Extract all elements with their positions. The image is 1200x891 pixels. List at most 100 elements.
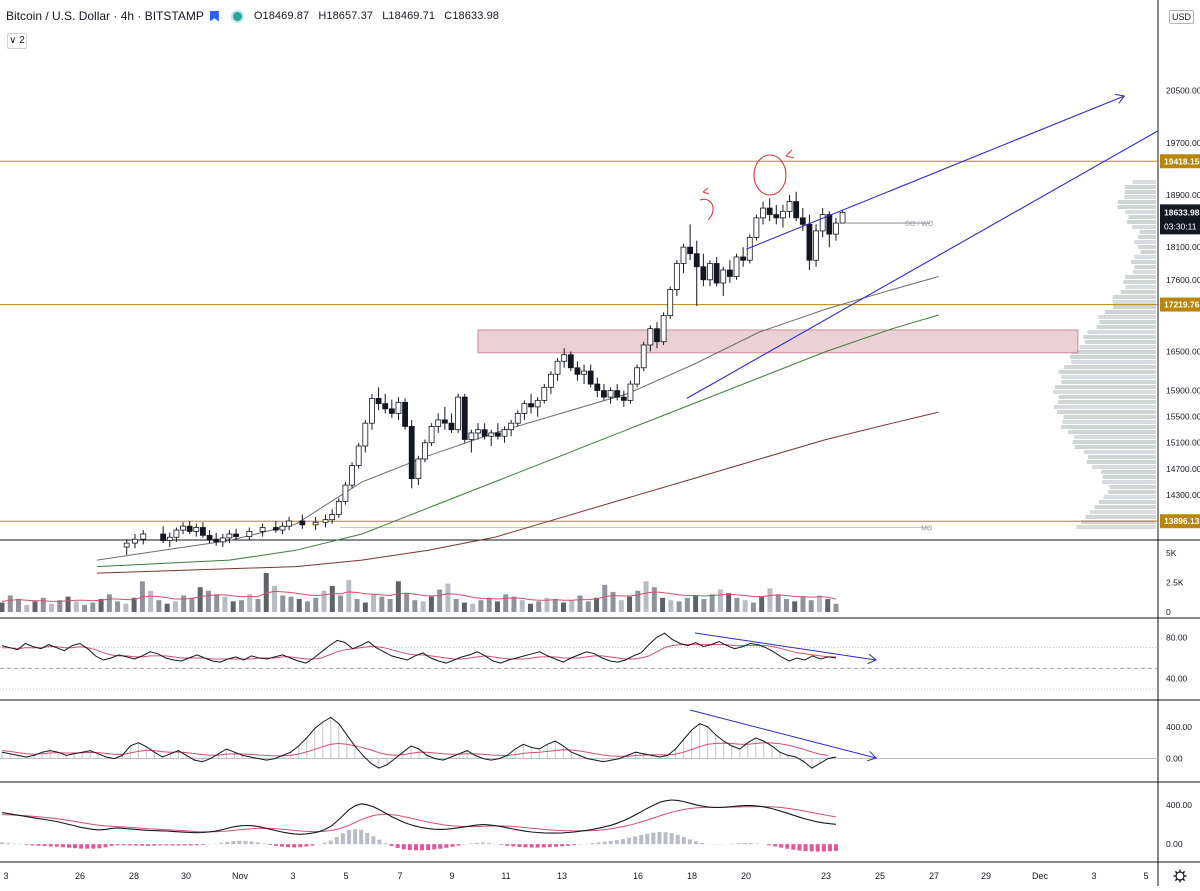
candle-body <box>568 355 573 368</box>
macd-histogram-bar <box>292 844 296 847</box>
volume-profile-bar <box>1077 525 1157 529</box>
volume-bar <box>272 586 277 612</box>
candle-body <box>635 368 640 384</box>
volume-bar <box>825 599 830 612</box>
macd-histogram-bar <box>688 839 692 844</box>
volume-bar <box>338 595 343 612</box>
candle-body <box>694 254 699 267</box>
volume-bar <box>809 600 814 612</box>
candle <box>356 443 361 469</box>
volume-bar <box>313 598 318 612</box>
candle-body <box>833 223 838 234</box>
volume-bar <box>165 604 170 612</box>
symbol-title[interactable]: Bitcoin / U.S. Dollar · 4h · BITSTAMP <box>6 9 204 23</box>
bookmark-flag-icon[interactable] <box>210 11 219 22</box>
macd-histogram-bar <box>566 844 570 846</box>
volume-bar <box>412 600 417 612</box>
indicator-tick-label: 2.5K <box>1166 577 1184 587</box>
candle-body <box>708 263 713 279</box>
volume-bar <box>561 603 566 612</box>
macd-histogram-bar <box>335 837 339 844</box>
candle-body <box>416 459 421 479</box>
mo-label: MO <box>921 525 933 532</box>
volume-bar <box>222 597 227 612</box>
volume-profile-bar <box>1057 410 1156 414</box>
macd-histogram-bar <box>183 844 187 845</box>
candle <box>721 267 726 296</box>
candle <box>124 539 129 555</box>
volume-profile <box>1054 180 1156 529</box>
candle-body <box>167 537 172 540</box>
candle <box>582 365 587 385</box>
candle <box>780 205 785 228</box>
candle-body <box>767 208 772 215</box>
candle-body <box>350 466 355 486</box>
price-tick-label: 20500.00 <box>1166 86 1200 96</box>
candle <box>350 462 355 488</box>
candle <box>502 426 507 442</box>
candle <box>515 410 520 426</box>
volume-bar <box>784 599 789 612</box>
candle-body <box>628 384 633 400</box>
candle-body <box>721 270 726 283</box>
volume-bar <box>478 600 483 612</box>
macd-histogram-bar <box>43 844 47 846</box>
volume-profile-bar <box>1054 405 1156 409</box>
indicator-tick-label: 0.00 <box>1166 754 1183 764</box>
macd-histogram-bar <box>651 833 655 845</box>
legend-toggle-button[interactable]: ∨ 2 <box>7 33 27 49</box>
volume-bar <box>115 601 120 612</box>
volume-bar <box>57 600 62 612</box>
macd-histogram-bar <box>280 844 284 846</box>
candle-body <box>595 384 600 391</box>
candle-body <box>396 402 401 413</box>
ohlc-close: C18633.98 <box>444 10 499 22</box>
volume-profile-bar <box>1126 285 1156 289</box>
macd-histogram-bar <box>481 843 485 845</box>
candle-body <box>141 534 146 539</box>
macd-histogram-bar <box>195 844 199 845</box>
macd-histogram-bar <box>274 844 278 846</box>
volume-bar <box>429 597 434 612</box>
candle-body <box>429 426 434 442</box>
currency-badge[interactable]: USD <box>1169 10 1194 24</box>
candle-body <box>615 391 620 398</box>
volume-bar <box>751 603 756 612</box>
time-tick-label: 13 <box>557 871 567 881</box>
settings-gear-icon[interactable] <box>1174 870 1187 883</box>
macd-histogram-bar <box>785 844 789 849</box>
candle <box>422 439 427 462</box>
macd-histogram-bar <box>469 843 473 844</box>
volume-bar <box>346 580 351 612</box>
macd-histogram-bar <box>487 843 491 844</box>
candle-body <box>562 355 567 362</box>
candle-body <box>827 215 832 235</box>
time-tick-label: 29 <box>981 871 991 881</box>
candle <box>200 522 205 538</box>
volume-bar <box>668 600 673 612</box>
candle <box>476 423 481 439</box>
volume-profile-bar <box>1110 485 1156 489</box>
volume-bar <box>586 601 591 612</box>
macd-histogram-bar <box>475 843 479 844</box>
candle-body <box>814 231 819 260</box>
volume-bar <box>701 599 706 612</box>
volume-profile-bar <box>1129 215 1156 219</box>
macd-histogram-bar <box>560 844 564 846</box>
candle <box>542 384 547 404</box>
price-tick-label: 17600.00 <box>1166 275 1200 285</box>
time-tick-label: 25 <box>875 871 885 881</box>
candle-body <box>313 522 318 525</box>
volume-bar <box>239 600 244 612</box>
ohlc-low: L18469.71 <box>382 10 435 22</box>
candle-body <box>800 218 805 225</box>
macd-histogram-bar <box>201 844 205 845</box>
candle <box>794 192 799 221</box>
candle <box>608 387 613 403</box>
macd-histogram-bar <box>262 844 266 845</box>
volume-profile-bar <box>1134 255 1156 259</box>
candle-body <box>449 423 454 430</box>
macd-histogram-bar <box>103 844 107 847</box>
